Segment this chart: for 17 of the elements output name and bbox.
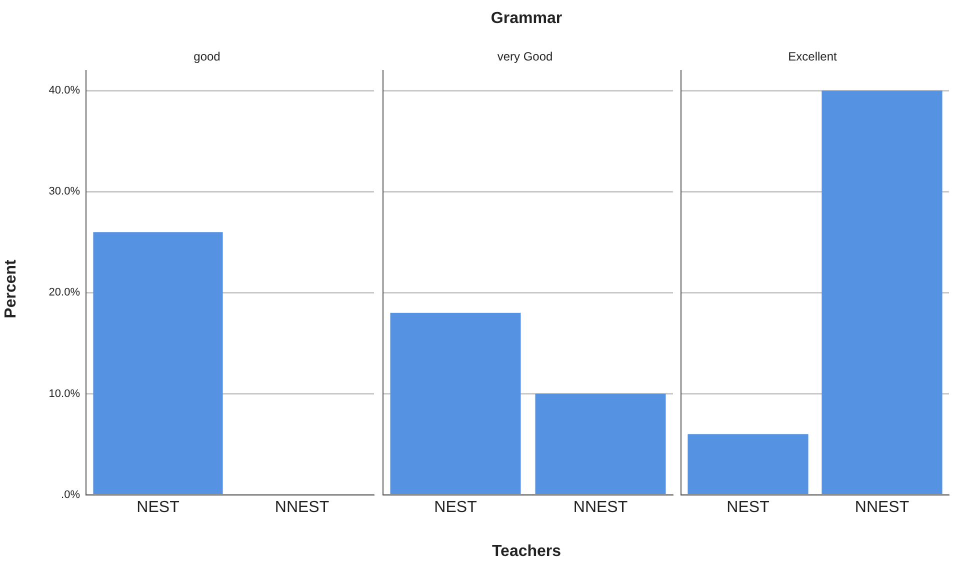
y-axis-title: Percent	[2, 260, 20, 318]
x-tick-label: NEST	[136, 498, 180, 516]
y-tick-label: 20.0%	[48, 286, 80, 299]
x-tick-label: NNEST	[854, 498, 910, 516]
y-tick-label: 40.0%	[48, 84, 80, 97]
y-tick-label: 30.0%	[48, 186, 80, 198]
x-tick-label: NNEST	[274, 498, 330, 516]
y-tick-label: .0%	[61, 488, 80, 501]
x-tick-label: NNEST	[573, 498, 628, 516]
x-axis-title: Teachers	[490, 543, 562, 561]
chart-title: good	[194, 50, 220, 64]
x-tick-label: NEST	[726, 498, 770, 516]
x-tick-label: NEST	[434, 498, 478, 516]
chart-title: Excellent	[788, 50, 838, 64]
y-tick-label: 10.0%	[48, 388, 80, 400]
text: Grammar	[490, 10, 564, 28]
chart-title: very Good	[497, 50, 553, 64]
